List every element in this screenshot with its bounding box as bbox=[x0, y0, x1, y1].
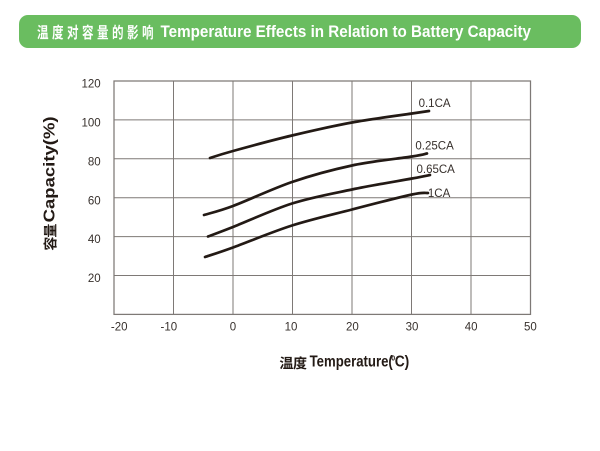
svg-text:-20: -20 bbox=[111, 322, 128, 334]
svg-text:50: 50 bbox=[524, 322, 537, 334]
svg-text:30: 30 bbox=[406, 322, 419, 334]
svg-text:Temperature(: Temperature( bbox=[310, 354, 394, 371]
svg-text:120: 120 bbox=[82, 79, 101, 91]
svg-text:20: 20 bbox=[346, 322, 359, 334]
svg-text:20: 20 bbox=[88, 273, 101, 285]
svg-text:C): C) bbox=[395, 354, 410, 371]
svg-text:40: 40 bbox=[465, 322, 478, 334]
svg-text:40: 40 bbox=[88, 234, 101, 246]
svg-text:0: 0 bbox=[230, 322, 236, 334]
svg-text:0.1CA: 0.1CA bbox=[419, 98, 451, 110]
svg-text:100: 100 bbox=[82, 118, 101, 130]
svg-text:-10: -10 bbox=[160, 322, 177, 334]
svg-text:Temperature Effects in Relatio: Temperature Effects in Relation to Batte… bbox=[161, 22, 532, 41]
svg-text:0.25CA: 0.25CA bbox=[415, 140, 454, 152]
svg-text:10: 10 bbox=[285, 322, 298, 334]
svg-text:80: 80 bbox=[88, 156, 101, 168]
svg-text:0: 0 bbox=[391, 355, 395, 362]
svg-text:Capacity(%): Capacity(%) bbox=[42, 116, 59, 222]
svg-text:0.65CA: 0.65CA bbox=[417, 164, 456, 176]
svg-text:1CA: 1CA bbox=[428, 188, 451, 200]
svg-text:60: 60 bbox=[88, 195, 101, 207]
